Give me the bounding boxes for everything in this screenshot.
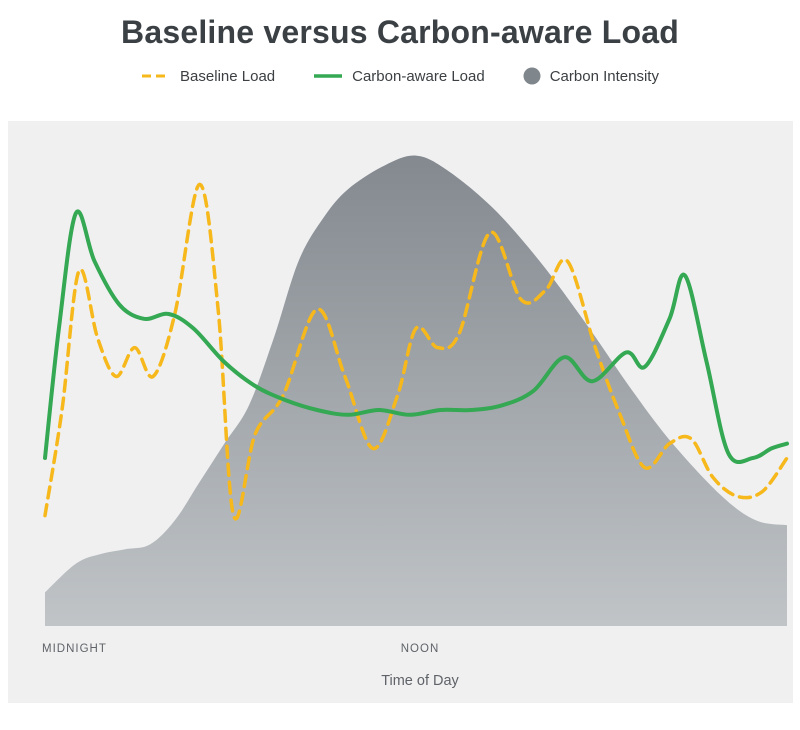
x-tick-midnight: MIDNIGHT xyxy=(42,643,107,655)
chart-legend: Baseline Load Carbon-aware Load Carbon I… xyxy=(0,65,800,87)
chart-area: MIDNIGHT NOON Time of Day xyxy=(8,121,793,703)
x-tick-noon: NOON xyxy=(400,643,440,655)
baseline-load-line xyxy=(43,182,789,521)
legend-item-baseline-load: Baseline Load xyxy=(141,68,275,85)
legend-item-carbon-aware-load: Carbon-aware Load xyxy=(313,68,485,85)
baseline-dashed-line-swatch-icon xyxy=(142,74,171,78)
carbon-intensity-circle-swatch-icon xyxy=(523,67,541,85)
legend-item-carbon-intensity: Carbon Intensity xyxy=(523,67,659,85)
carbon-intensity-area xyxy=(45,155,787,626)
legend-label-carbon-aware-load: Carbon-aware Load xyxy=(352,67,485,85)
chart-title: Baseline versus Carbon-aware Load xyxy=(121,14,679,50)
legend-label-baseline-load: Baseline Load xyxy=(180,67,276,85)
carbon-intensity-swatch-circle xyxy=(523,67,541,85)
carbon-aware-solid-line-swatch-icon xyxy=(314,74,343,78)
chart-svg xyxy=(43,155,789,626)
x-axis-label: Time of Day xyxy=(381,673,459,689)
page: Baseline versus Carbon-aware Load Baseli… xyxy=(0,14,800,703)
legend-label-carbon-intensity: Carbon Intensity xyxy=(549,67,659,85)
carbon-aware-load-line xyxy=(43,209,789,464)
